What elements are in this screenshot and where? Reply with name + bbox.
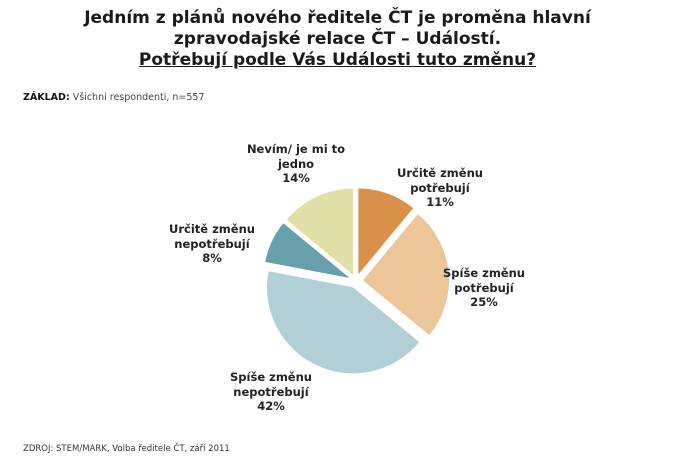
label-slice-0: Určitě změnu potřebují 11%	[397, 166, 483, 210]
label-line: Určitě změnu	[169, 222, 255, 236]
pie-slice-3	[265, 223, 350, 279]
chart-title: Jedním z plánů nového ředitele ČT je pro…	[0, 8, 675, 71]
pie-slice-1	[362, 214, 449, 336]
base-text: Všichni respondenti, n=557	[72, 92, 205, 103]
label-slice-1: Spíše změnu potřebují 25%	[443, 266, 525, 310]
title-question: Potřebují podle Vás Události tuto změnu?	[138, 50, 537, 70]
base-label: ZÁKLAD:	[23, 92, 70, 103]
label-line: jedno	[277, 156, 315, 171]
label-line: potřebují	[410, 180, 470, 195]
pie-slice-4	[286, 188, 354, 275]
label-line: nepotřebují	[174, 236, 250, 251]
label-value: 25%	[470, 295, 498, 309]
label-line: Nevím/ je mi to	[246, 142, 346, 156]
label-slice-3: Určitě změnu nepotřebují 8%	[169, 222, 255, 266]
label-value: 14%	[282, 171, 310, 185]
pie-slice-0	[358, 188, 414, 275]
title-line-2: zpravodajské relace ČT – Událostí.	[173, 29, 502, 49]
base-note: ZÁKLAD: Všichni respondenti, n=557	[23, 92, 205, 103]
label-value: 11%	[426, 195, 454, 209]
label-line: Spíše změnu	[230, 370, 312, 384]
label-line: Určitě změnu	[397, 166, 483, 180]
label-value: 8%	[202, 251, 222, 265]
label-value: 42%	[257, 399, 285, 413]
label-slice-4: Nevím/ je mi to jedno 14%	[247, 142, 345, 186]
label-line: Spíše změnu	[443, 266, 525, 280]
label-line: nepotřebují	[233, 384, 309, 399]
source-note: ZDROJ: STEM/MARK, Volba ředitele ČT, zář…	[23, 444, 230, 454]
label-slice-2: Spíše změnu nepotřebují 42%	[230, 370, 312, 414]
label-line: potřebují	[454, 280, 514, 295]
pie-slice-2	[267, 271, 420, 374]
title-line-1: Jedním z plánů nového ředitele ČT je pro…	[84, 8, 591, 28]
